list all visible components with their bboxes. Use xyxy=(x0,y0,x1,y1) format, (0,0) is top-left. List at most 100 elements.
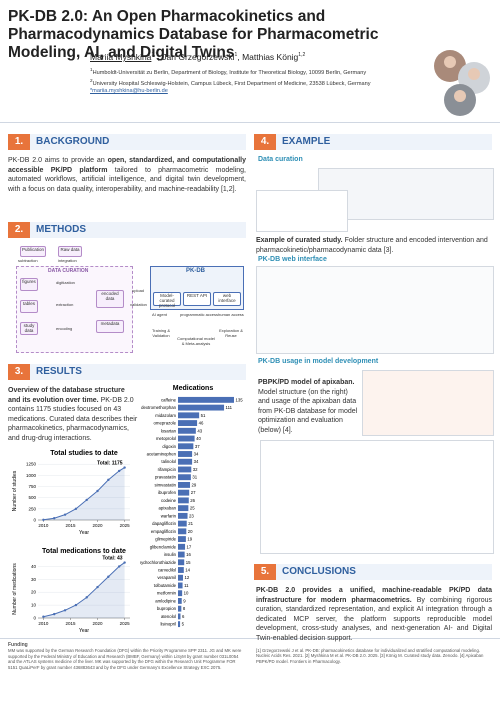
authors: Mariia Myshkina1,*, Jan Grzegorzewski1, … xyxy=(90,52,306,62)
value-label: 32 xyxy=(193,467,198,472)
point xyxy=(107,575,110,578)
author-sup: 1,2 xyxy=(298,52,306,59)
label: PK-DB xyxy=(186,268,205,274)
bar xyxy=(178,458,193,465)
category-label: amlodipine xyxy=(155,598,176,603)
category-label: simvastatin xyxy=(155,482,177,487)
subtitle: PK-DB usage in model development xyxy=(258,358,379,365)
node: Publication xyxy=(20,246,46,257)
y-tick-label: 0 xyxy=(33,616,36,621)
aff-text: University Hospital Schleswig-Holstein, … xyxy=(92,80,371,87)
section-number: 5. xyxy=(254,564,276,580)
category-label: midazolam xyxy=(155,413,176,418)
bar xyxy=(178,497,189,504)
label: encoding xyxy=(56,326,73,331)
node: encoded data xyxy=(96,290,124,308)
category-label: omeprazole xyxy=(154,421,177,426)
value-label: 51 xyxy=(201,413,206,418)
bar xyxy=(178,582,183,589)
category-label: digoxin xyxy=(162,444,176,449)
section-header: 2. METHODS xyxy=(8,222,246,238)
point xyxy=(74,603,78,607)
category-label: losartan xyxy=(161,428,177,433)
text-run: By combining rigorous curation, standard… xyxy=(256,596,492,642)
category-label: ibuprofen xyxy=(158,490,177,495)
funding: Funding MM was supported by the German Re… xyxy=(8,642,246,670)
usage-text: PBPK/PD model of apixaban. Model structu… xyxy=(258,378,358,435)
x-tick-label: 2025 xyxy=(120,523,131,528)
label: DATA CURATION xyxy=(48,268,89,274)
node: REST API xyxy=(183,292,211,306)
value-label: 14 xyxy=(185,568,190,573)
value-label: 23 xyxy=(189,513,194,518)
bar xyxy=(178,605,182,612)
bar xyxy=(178,412,200,419)
point xyxy=(63,513,67,516)
bar xyxy=(178,536,186,543)
point xyxy=(53,517,56,520)
y-tick-label: 1000 xyxy=(26,473,37,478)
category-label: glimepiride xyxy=(155,537,176,542)
chart-title: Total studies to date xyxy=(50,450,118,457)
y-axis-label: Number of studies xyxy=(12,470,18,511)
node: web interface xyxy=(213,292,241,306)
y-tick-label: 250 xyxy=(28,506,36,511)
background-text: PK-DB 2.0 aims to provide an open, stand… xyxy=(8,156,246,194)
bar xyxy=(178,528,187,535)
value-label: 43 xyxy=(197,428,202,433)
screenshot xyxy=(256,190,348,232)
affiliations: 1Humboldt-Universität zu Berlin, Departm… xyxy=(90,66,420,95)
node: tables xyxy=(20,300,38,313)
bar xyxy=(178,559,185,566)
value-label: 21 xyxy=(188,521,193,526)
bar xyxy=(178,404,225,411)
section-title: RESULTS xyxy=(36,366,82,377)
x-tick-label: 2015 xyxy=(65,523,76,528)
chart-title: Total medications to date xyxy=(42,548,126,555)
y-tick-label: 1250 xyxy=(26,462,37,467)
references: [1] Grzegorzewski J et al. PK-DB: pharma… xyxy=(256,648,484,664)
author: Mariia Myshkina xyxy=(90,52,152,62)
aff-text: Humboldt-Universität zu Berlin, Departme… xyxy=(92,69,367,76)
label: integration xyxy=(58,258,77,263)
value-label: 6 xyxy=(182,614,185,619)
point xyxy=(107,478,110,482)
chart-title: Medications xyxy=(173,385,214,392)
category-label: tolbutamide xyxy=(154,583,177,588)
aff-sup: 2 xyxy=(90,77,93,83)
category-label: rifampicin xyxy=(158,467,177,472)
value-label: 37 xyxy=(195,444,200,449)
subtitle: PK-DB web interface xyxy=(258,256,327,263)
value-label: 12 xyxy=(184,575,189,580)
y-axis-label: Number of medications xyxy=(12,563,18,615)
methods-diagram: Publication Raw data subtraction integra… xyxy=(8,242,246,354)
point xyxy=(42,615,45,618)
bar xyxy=(178,543,186,550)
affiliation: 2University Hospital Schleswig-Holstein,… xyxy=(90,77,420,88)
point xyxy=(123,466,126,469)
value-label: 40 xyxy=(196,436,201,441)
value-label: 27 xyxy=(191,490,196,495)
value-label: 15 xyxy=(186,560,191,565)
category-label: verapamil xyxy=(157,575,176,580)
category-label: atenolol xyxy=(161,614,176,619)
text-bold: PBPK/PD model of apixaban. xyxy=(258,379,355,386)
bar xyxy=(178,427,196,434)
category-label: dextromethorphan xyxy=(141,405,176,410)
point xyxy=(74,507,78,511)
point xyxy=(123,561,126,564)
point xyxy=(85,498,88,502)
category-label: dapagliflozin xyxy=(152,521,176,526)
value-label: 19 xyxy=(187,537,192,542)
bar xyxy=(178,597,182,604)
text-run: Folder structure and encoded interventio… xyxy=(256,237,488,254)
annotation: Total: 43 xyxy=(102,556,122,562)
bar xyxy=(178,574,183,581)
x-tick-label: 2025 xyxy=(120,621,131,626)
label: extraction xyxy=(56,302,74,307)
point xyxy=(96,489,99,493)
category-label: bupropion xyxy=(157,606,177,611)
section-header: 1. BACKGROUND xyxy=(8,134,246,150)
value-label: 26 xyxy=(190,498,195,503)
